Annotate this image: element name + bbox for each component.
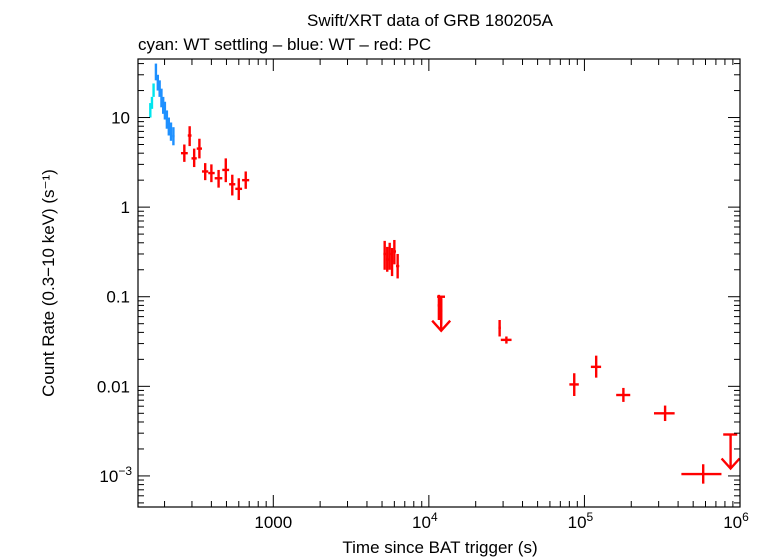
data-point: [163, 101, 167, 120]
data-point: [165, 110, 169, 129]
plot-frame: [137, 58, 741, 508]
y-tick-label: 10−3: [99, 464, 132, 486]
data-point: [161, 96, 165, 114]
x-tick-label: 105: [568, 510, 594, 532]
data-point: [383, 240, 386, 270]
data-point: [388, 242, 391, 270]
axes: 1000 104 105 106 10 1 0.1 0.01 10−3: [97, 58, 749, 532]
data-point: [158, 80, 161, 97]
upper-limit-head: [720, 457, 741, 471]
data-point: [569, 373, 579, 396]
data-point: [149, 103, 152, 118]
y-tick-label: 0.1: [106, 288, 130, 307]
y-axis-label: Count Rate (0.3−10 keV) (s⁻¹): [39, 169, 58, 397]
data-point: [150, 96, 154, 109]
series-wt: [154, 63, 175, 146]
x-tick-label: 106: [723, 510, 749, 532]
data-point: [208, 164, 215, 183]
data-point: [154, 63, 158, 81]
x-axis-label: Time since BAT trigger (s): [342, 538, 537, 557]
data-point: [180, 144, 188, 162]
upper-limit-head: [431, 319, 452, 333]
upper-limit-arrow: [720, 433, 741, 471]
x-tick-label: 104: [412, 510, 438, 532]
data-point: [242, 171, 250, 189]
data-marks: [149, 63, 741, 484]
y-tick-label: 1: [121, 198, 130, 217]
data-point: [500, 336, 512, 344]
data-point: [201, 163, 209, 181]
chart-title: Swift/XRT data of GRB 180205A: [307, 11, 554, 30]
data-point: [214, 169, 223, 188]
data-point: [172, 127, 175, 146]
data-point: [385, 246, 389, 272]
upper-limit-arrow: [431, 295, 452, 333]
data-point: [169, 122, 173, 141]
series-pc: [180, 126, 722, 484]
chart-subtitle: cyan: WT settling – blue: WT – red: PC: [138, 35, 431, 54]
data-point: [653, 405, 675, 422]
data-point: [235, 178, 243, 201]
data-point: [498, 319, 501, 337]
data-point: [590, 355, 602, 378]
data-point: [152, 83, 155, 97]
data-point: [390, 247, 394, 277]
data-point: [187, 126, 192, 147]
data-point: [196, 138, 202, 159]
data-point: [229, 174, 236, 196]
data-point: [160, 88, 163, 108]
data-point: [681, 464, 722, 484]
data-point: [222, 158, 230, 183]
y-tick-label: 0.01: [97, 377, 130, 396]
data-point: [437, 294, 441, 320]
data-point: [616, 387, 631, 402]
data-point: [393, 239, 397, 265]
data-point: [167, 117, 171, 136]
data-point: [156, 74, 160, 91]
y-tick-label: 10: [111, 109, 130, 128]
series-wt-settling: [149, 83, 155, 118]
data-point: [396, 253, 400, 279]
x-tick-label: 1000: [254, 513, 292, 532]
data-point: [191, 148, 197, 168]
